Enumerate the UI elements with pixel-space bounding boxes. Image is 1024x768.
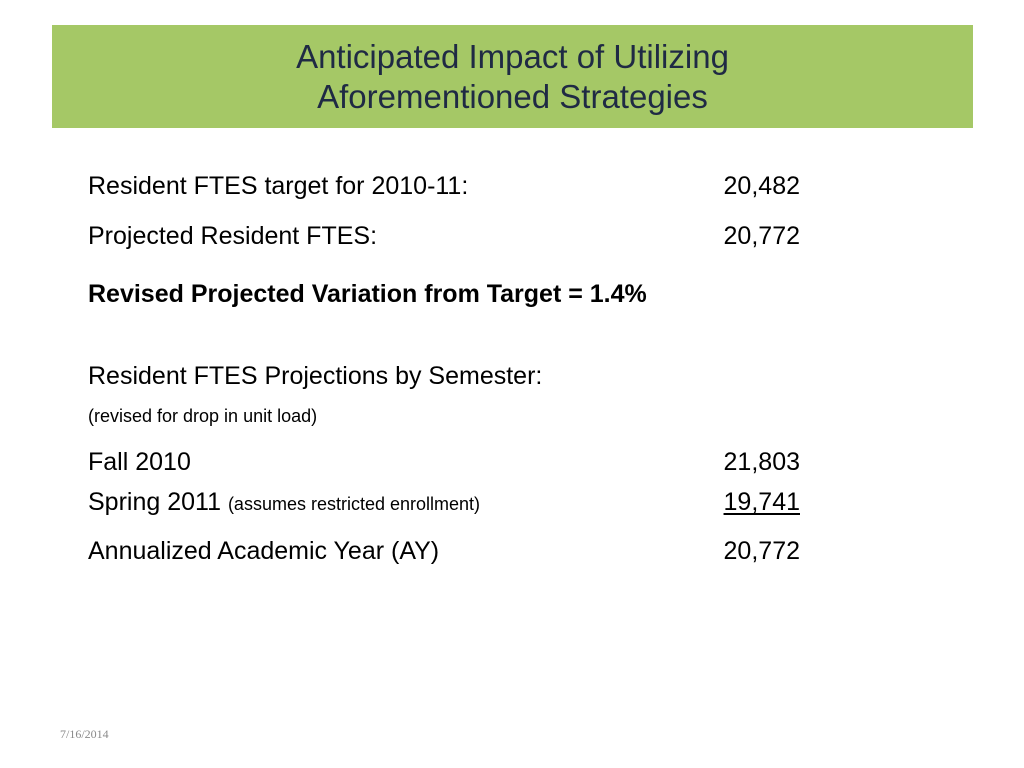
semester-row-label-group: Spring 2011 (assumes restricted enrollme… [88,488,480,517]
slide-title-line-2: Aforementioned Strategies [317,77,708,115]
projected-row: Projected Resident FTES: 20,772 [88,222,800,251]
footer-date: 7/16/2014 [60,727,109,741]
semester-row-value: 19,741 [723,488,800,516]
variation-text: Revised Projected Variation from Target … [88,280,647,308]
target-label: Resident FTES target for 2010-11: [88,172,469,200]
semester-row-annualized: Annualized Academic Year (AY) 20,772 [88,537,800,566]
semester-row-fall: Fall 2010 21,803 [88,448,800,477]
semester-row-spring: Spring 2011 (assumes restricted enrollme… [88,488,800,517]
semester-row-label: Annualized Academic Year (AY) [88,537,440,565]
semester-heading: Resident FTES Projections by Semester: [88,362,543,390]
target-value: 20,482 [723,172,800,200]
semester-row-note: (assumes restricted enrollment) [227,494,481,514]
semester-row-value: 20,772 [723,537,800,565]
semester-row-value: 21,803 [723,448,800,476]
slide-title-line-1: Anticipated Impact of Utilizing [296,37,729,75]
semester-note: (revised for drop in unit load) [88,406,318,426]
projected-label: Projected Resident FTES: [88,222,378,250]
semester-row-label: Spring 2011 [88,488,221,516]
title-bar: Anticipated Impact of Utilizing Aforemen… [52,25,973,128]
projected-value: 20,772 [723,222,800,250]
semester-row-label: Fall 2010 [88,448,191,476]
target-row: Resident FTES target for 2010-11: 20,482 [88,172,800,201]
